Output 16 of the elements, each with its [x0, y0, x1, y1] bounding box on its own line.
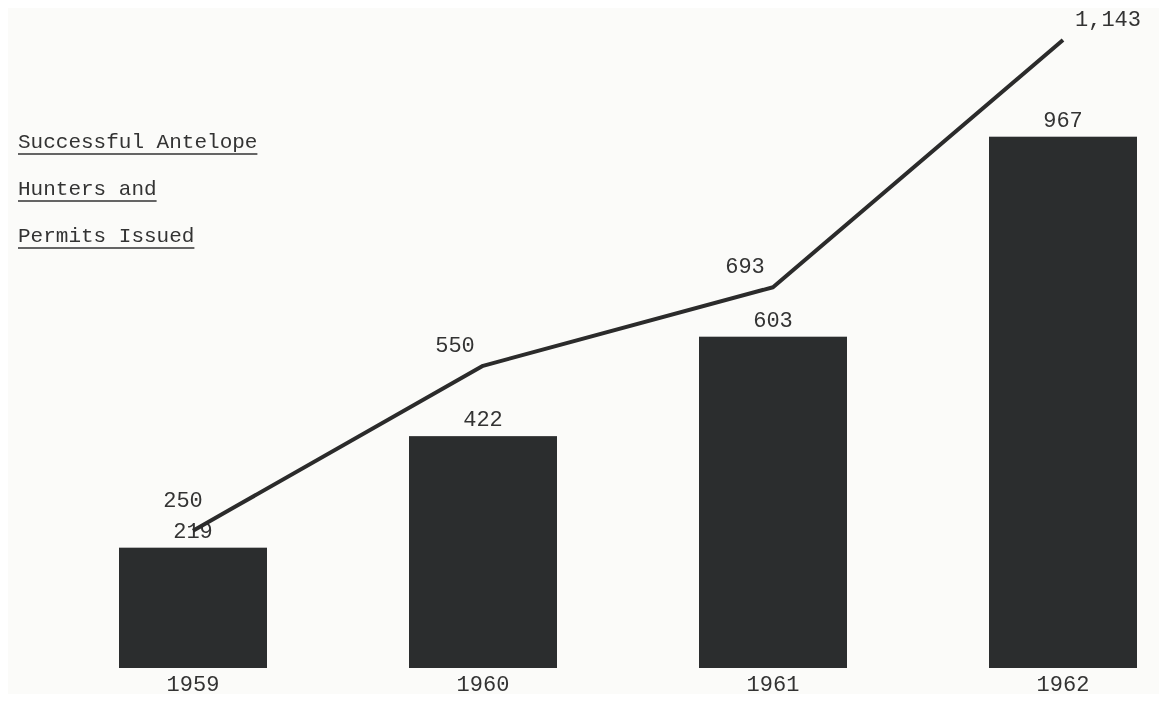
bar — [409, 436, 557, 668]
x-tick-label: 1962 — [1036, 673, 1090, 698]
x-tick-label: 1959 — [166, 673, 220, 698]
data-label: 422 — [463, 408, 503, 434]
text: Successful Antelope Hunters and Permits Issued — [18, 131, 258, 248]
data-label: 1,143 — [1075, 8, 1142, 33]
data-label: 603 — [753, 308, 793, 334]
bar — [989, 136, 1137, 668]
data-label: 967 — [1043, 108, 1083, 134]
data-label: 693 — [725, 255, 765, 281]
bar — [119, 547, 267, 668]
bar — [699, 336, 847, 668]
data-label: 250 — [163, 488, 203, 514]
x-tick-label: 1961 — [746, 673, 800, 698]
data-label: 550 — [435, 333, 475, 359]
x-tick-label: 1960 — [456, 673, 510, 698]
